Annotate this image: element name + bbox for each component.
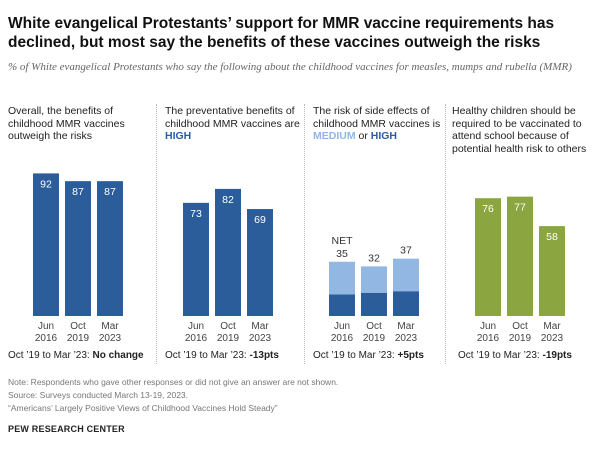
panel-divider	[304, 104, 305, 364]
panel-4-change: Oct ’19 to Mar ’23: -19pts	[458, 350, 572, 361]
panel-2-high-label: HIGH	[165, 130, 192, 142]
x-tick-label: 2019	[509, 333, 532, 344]
x-tick-label: 2016	[331, 333, 354, 344]
change-value: +5pts	[397, 350, 424, 361]
bar-segment-high	[329, 294, 355, 316]
change-value: -19pts	[542, 350, 572, 361]
x-tick-label: 2023	[395, 333, 418, 344]
panel-2-heading: The preventative benefits of childhood M…	[165, 105, 300, 143]
x-tick-label: Mar	[543, 321, 561, 332]
data-label: 76	[482, 203, 494, 215]
change-prefix: Oct ’19 to Mar ’23:	[313, 350, 398, 361]
bar	[97, 181, 123, 316]
x-tick-label: Jun	[480, 321, 496, 332]
data-label: 73	[190, 208, 202, 220]
report-title: “Americans’ Largely Positive Views of Ch…	[8, 403, 278, 413]
change-prefix: Oct ’19 to Mar ’23:	[8, 350, 93, 361]
x-tick-label: 2023	[249, 333, 272, 344]
x-tick-label: Oct	[70, 321, 86, 332]
x-tick-label: Mar	[397, 321, 415, 332]
panel-3-medium-label: MEDIUM	[313, 130, 356, 142]
x-tick-label: 2019	[363, 333, 386, 344]
data-label: 35	[336, 248, 348, 260]
data-label: 32	[368, 252, 380, 264]
x-tick-label: 2016	[35, 333, 58, 344]
data-label: 77	[514, 202, 526, 214]
net-label: NET	[332, 235, 354, 247]
x-tick-label: 2023	[541, 333, 564, 344]
bar	[475, 198, 501, 316]
x-tick-label: 2019	[217, 333, 240, 344]
x-tick-label: 2016	[185, 333, 208, 344]
data-label: 92	[40, 178, 52, 190]
x-tick-label: Jun	[188, 321, 204, 332]
change-value: No change	[92, 350, 144, 361]
bar	[33, 173, 59, 316]
source-text: Source: Surveys conducted March 13-19, 2…	[8, 390, 189, 400]
org-logo-text: PEW RESEARCH CENTER	[8, 424, 125, 434]
data-label: 82	[222, 194, 234, 206]
data-label: 58	[546, 231, 558, 243]
panel-3-or-text: or	[355, 130, 371, 142]
bar	[507, 196, 533, 316]
bar-segment-medium	[361, 266, 387, 293]
panel-3-high-label: HIGH	[370, 130, 398, 142]
bar	[183, 202, 209, 316]
x-tick-label: 2016	[477, 333, 500, 344]
change-value: -13pts	[249, 350, 279, 361]
data-label: 69	[254, 214, 266, 226]
bar-segment-high	[393, 291, 419, 316]
bar-segment-medium	[393, 258, 419, 292]
bar	[215, 188, 241, 316]
change-prefix: Oct ’19 to Mar ’23:	[165, 350, 250, 361]
x-tick-label: Mar	[251, 321, 269, 332]
chart-title: White evangelical Protestants’ support f…	[8, 15, 555, 51]
bar	[247, 209, 273, 316]
data-label: 37	[400, 245, 412, 257]
x-tick-label: Mar	[101, 321, 119, 332]
panel-1-change: Oct ’19 to Mar ’23: No change	[8, 350, 144, 361]
panel-4-heading: Healthy children should be required to b…	[452, 105, 587, 155]
change-prefix: Oct ’19 to Mar ’23:	[458, 350, 543, 361]
panel-divider	[156, 104, 157, 364]
x-tick-label: Oct	[366, 321, 382, 332]
x-tick-label: 2019	[67, 333, 90, 344]
bar-segment-medium	[329, 261, 355, 295]
x-tick-label: Jun	[334, 321, 350, 332]
x-tick-label: Jun	[38, 321, 54, 332]
data-label: 87	[72, 186, 84, 198]
x-tick-label: 2023	[99, 333, 122, 344]
data-label: 87	[104, 186, 116, 198]
bar	[65, 181, 91, 316]
panel-2-change: Oct ’19 to Mar ’23: -13pts	[165, 350, 279, 361]
chart-subtitle: % of White evangelical Protestants who s…	[8, 61, 572, 73]
panel-3-change: Oct ’19 to Mar ’23: +5pts	[313, 350, 424, 361]
panel-divider	[445, 104, 446, 364]
panel-3-heading-text: The risk of side effects of childhood MM…	[313, 105, 441, 130]
panel-3-heading: The risk of side effects of childhood MM…	[313, 105, 448, 143]
panel-1-heading: Overall, the benefits of childhood MMR v…	[8, 105, 125, 142]
bar-segment-high	[361, 292, 387, 316]
x-tick-label: Oct	[220, 321, 236, 332]
x-tick-label: Oct	[512, 321, 528, 332]
panel-2-heading-text: The preventative benefits of childhood M…	[165, 105, 300, 130]
note-text: Note: Respondents who gave other respons…	[8, 377, 339, 387]
bar	[539, 226, 565, 316]
